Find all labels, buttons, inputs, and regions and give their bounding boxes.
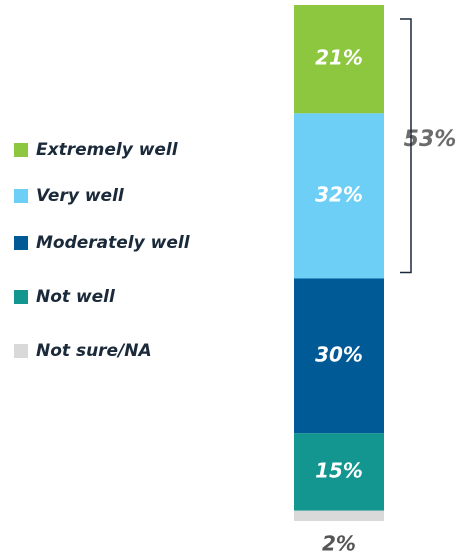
legend-swatch bbox=[14, 344, 28, 358]
legend-label: Very well bbox=[36, 186, 125, 206]
bracket-label: 53% bbox=[404, 127, 457, 152]
bar-segment bbox=[294, 510, 384, 521]
legend-label: Not well bbox=[36, 287, 116, 307]
bracket bbox=[400, 18, 412, 274]
value-label: 30% bbox=[315, 342, 363, 366]
legend-swatch bbox=[14, 143, 28, 157]
value-label: 15% bbox=[315, 458, 363, 482]
legend-swatch bbox=[14, 236, 28, 250]
bar-segment bbox=[294, 5, 384, 114]
value-label: 2% bbox=[322, 532, 356, 556]
bar-segment bbox=[294, 278, 384, 434]
legend-label: Not sure/NA bbox=[36, 341, 152, 361]
legend-swatch bbox=[14, 189, 28, 203]
value-label: 21% bbox=[315, 46, 363, 70]
legend-label: Extremely well bbox=[36, 140, 179, 160]
legend-label: Moderately well bbox=[36, 233, 191, 253]
value-label: 32% bbox=[315, 182, 363, 206]
bar-segment bbox=[294, 113, 384, 279]
legend-swatch bbox=[14, 290, 28, 304]
bar-segment bbox=[294, 433, 384, 511]
